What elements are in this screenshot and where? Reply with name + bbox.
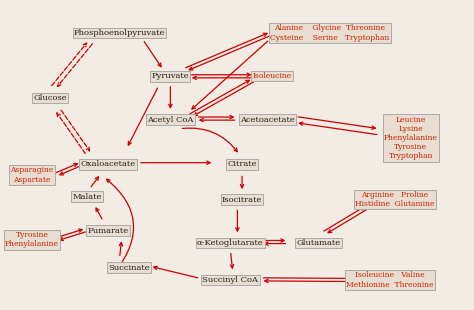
Text: Leucine
Lysine
Phenylalanine
Tyrosine
Tryptophan: Leucine Lysine Phenylalanine Tyrosine Tr… xyxy=(384,116,438,161)
Text: Oxaloacetate: Oxaloacetate xyxy=(81,160,136,168)
Text: Isocitrate: Isocitrate xyxy=(222,196,262,204)
Text: Tyrosine
Phenylalanine: Tyrosine Phenylalanine xyxy=(5,231,59,249)
Text: α-Ketoglutarate: α-Ketoglutarate xyxy=(197,239,264,247)
Text: Pyruvate: Pyruvate xyxy=(152,72,189,80)
Text: Arginine   Proline
Histidine  Glutamine: Arginine Proline Histidine Glutamine xyxy=(355,191,435,208)
Text: Isoleucine   Valine
Methionine  Threonine: Isoleucine Valine Methionine Threonine xyxy=(346,271,434,289)
Text: Phosphoenolpyruvate: Phosphoenolpyruvate xyxy=(74,29,165,37)
Text: Isoleucine: Isoleucine xyxy=(253,72,292,80)
Text: Acetoacetate: Acetoacetate xyxy=(240,116,295,123)
Text: Acetyl CoA: Acetyl CoA xyxy=(147,116,193,123)
Text: Asparagine
Aspartate: Asparagine Aspartate xyxy=(10,166,54,184)
Text: Succinate: Succinate xyxy=(108,264,150,272)
Text: Citrate: Citrate xyxy=(228,160,257,168)
Text: Glutamate: Glutamate xyxy=(296,239,340,247)
Text: Succinyl CoA: Succinyl CoA xyxy=(202,276,258,284)
Text: Glucose: Glucose xyxy=(33,94,67,102)
Text: Fumarate: Fumarate xyxy=(87,227,128,235)
Text: Malate: Malate xyxy=(73,193,102,201)
Text: Alanine    Glycine  Threonine
Cysteine    Serine   Tryptophan: Alanine Glycine Threonine Cysteine Serin… xyxy=(270,24,390,42)
